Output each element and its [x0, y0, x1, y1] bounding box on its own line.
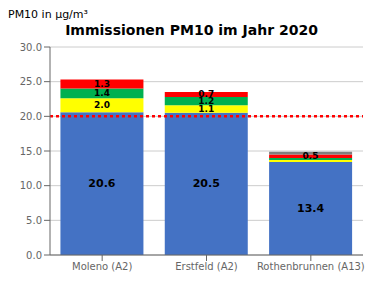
- svg-text:1.4: 1.4: [94, 88, 110, 98]
- svg-text:2.0: 2.0: [94, 100, 110, 110]
- svg-text:Rothenbrunnen (A13): Rothenbrunnen (A13): [257, 261, 365, 272]
- svg-text:5.0: 5.0: [26, 215, 42, 226]
- svg-text:0.5: 0.5: [303, 151, 319, 161]
- svg-text:1.2: 1.2: [198, 96, 215, 107]
- svg-text:10.0: 10.0: [20, 180, 42, 191]
- html-text:PM10 in μg/m³: PM10 in μg/m³: [8, 8, 88, 21]
- svg-text:Moleno (A2): Moleno (A2): [72, 261, 132, 272]
- svg-text:20.0: 20.0: [20, 111, 42, 122]
- svg-text:20.5: 20.5: [193, 177, 220, 190]
- svg-text:1.1: 1.1: [198, 104, 215, 115]
- svg-text:1.3: 1.3: [94, 79, 110, 89]
- svg-text:20.6: 20.6: [88, 177, 115, 190]
- svg-text:13.4: 13.4: [297, 202, 324, 215]
- svg-text:15.0: 15.0: [20, 146, 42, 157]
- svg-text:Erstfeld (A2): Erstfeld (A2): [175, 261, 238, 272]
- svg-text:30.0: 30.0: [20, 42, 42, 53]
- svg-text:0.7: 0.7: [198, 89, 214, 99]
- svg-text:0.0: 0.0: [26, 250, 42, 261]
- svg-text:25.0: 25.0: [20, 76, 42, 87]
- html-text:Immissionen PM10 im Jahr 2020: Immissionen PM10 im Jahr 2020: [65, 22, 318, 38]
